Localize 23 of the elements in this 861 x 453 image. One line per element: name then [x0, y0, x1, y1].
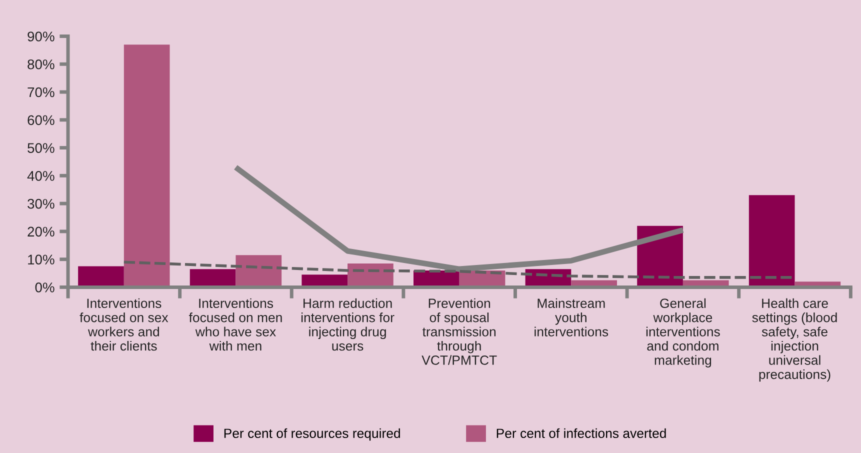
y-tick-label: 80%	[28, 59, 54, 70]
x-tick-label: Interventions focused on sex workers and their clients	[80, 298, 168, 351]
y-tick-label: 30%	[28, 198, 54, 209]
bar	[78, 266, 124, 288]
x-tick-label: General workplace interventions and condom marketing	[646, 298, 720, 368]
y-tick-label: 20%	[28, 226, 54, 237]
y-tick-label: 70%	[28, 87, 54, 98]
x-tick-label: Prevention of spousal transmission through VCT/PMTCT	[422, 298, 497, 365]
y-tick-label: 10%	[28, 254, 54, 264]
y-tick-label: 50%	[28, 143, 54, 153]
x-tick-label: Health care settings (blood safety, safe injection universal precautions)	[752, 298, 837, 382]
y-tick-label: 60%	[28, 115, 54, 126]
legend-label: Per cent of resources required	[224, 428, 400, 441]
bar	[124, 44, 170, 288]
x-tick-label: Interventions focused on men who have sex with men	[188, 298, 282, 351]
x-tick-label: Harm reduction interventions for injecting drug users	[301, 298, 394, 351]
bar	[748, 195, 795, 288]
y-tick-label: 0%	[35, 282, 54, 292]
x-tick-label: Mainstream youth interventions	[534, 298, 608, 336]
legend-label: Per cent of infections averted	[496, 428, 666, 438]
y-tick-label: 40%	[27, 171, 54, 181]
y-tick-label: 90%	[28, 32, 54, 42]
bar	[190, 269, 236, 288]
